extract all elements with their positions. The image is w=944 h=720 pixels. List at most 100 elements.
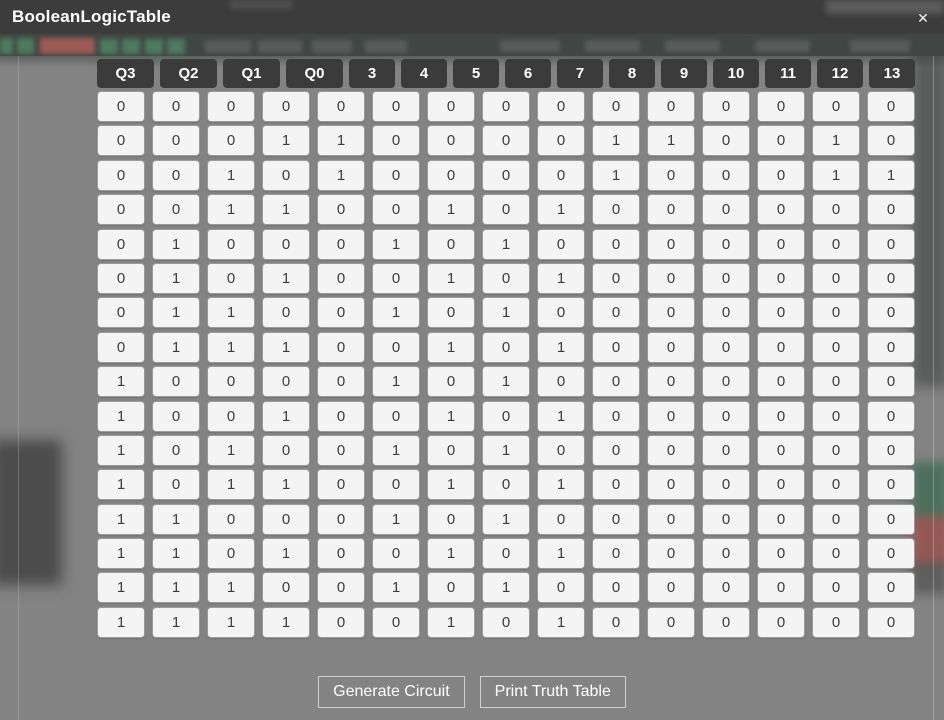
table-cell-r9-12[interactable]: 0 (812, 400, 860, 432)
table-cell-r7-7[interactable]: 1 (537, 331, 585, 363)
table-cell-r0-Q0[interactable]: 0 (262, 91, 310, 122)
table-cell-r4-3[interactable]: 0 (317, 228, 365, 260)
table-cell-r1-5[interactable]: 0 (427, 125, 475, 157)
table-cell-r12-13[interactable]: 0 (867, 503, 915, 535)
table-cell-r6-12[interactable]: 0 (812, 297, 860, 329)
table-cell-r0-7[interactable]: 0 (537, 91, 585, 122)
table-cell-r12-5[interactable]: 0 (427, 503, 475, 535)
table-cell-r13-10[interactable]: 0 (702, 538, 750, 570)
table-cell-r0-12[interactable]: 0 (812, 91, 860, 122)
table-cell-r14-Q2[interactable]: 1 (152, 572, 200, 604)
table-cell-r8-11[interactable]: 0 (757, 366, 805, 398)
table-cell-r5-7[interactable]: 1 (537, 262, 585, 294)
table-cell-r13-4[interactable]: 0 (372, 538, 420, 570)
table-cell-r6-6[interactable]: 1 (482, 297, 530, 329)
table-cell-r15-9[interactable]: 0 (647, 606, 695, 638)
table-cell-r4-10[interactable]: 0 (702, 228, 750, 260)
table-cell-r13-5[interactable]: 1 (427, 538, 475, 570)
table-cell-r0-8[interactable]: 0 (592, 91, 640, 122)
table-cell-r7-Q3[interactable]: 0 (97, 331, 145, 363)
table-cell-r5-10[interactable]: 0 (702, 262, 750, 294)
table-cell-r0-13[interactable]: 0 (867, 91, 915, 122)
table-cell-r2-5[interactable]: 0 (427, 159, 475, 191)
table-cell-r1-6[interactable]: 0 (482, 125, 530, 157)
table-cell-r0-3[interactable]: 0 (317, 91, 365, 122)
table-cell-r2-3[interactable]: 1 (317, 159, 365, 191)
table-cell-r7-10[interactable]: 0 (702, 331, 750, 363)
table-cell-r2-11[interactable]: 0 (757, 159, 805, 191)
table-cell-r15-3[interactable]: 0 (317, 606, 365, 638)
table-cell-r12-Q1[interactable]: 0 (207, 503, 255, 535)
table-cell-r15-8[interactable]: 0 (592, 606, 640, 638)
table-cell-r1-3[interactable]: 1 (317, 125, 365, 157)
table-cell-r13-3[interactable]: 0 (317, 538, 365, 570)
table-cell-r0-6[interactable]: 0 (482, 91, 530, 122)
table-cell-r5-Q3[interactable]: 0 (97, 262, 145, 294)
table-cell-r13-Q2[interactable]: 1 (152, 538, 200, 570)
table-cell-r11-13[interactable]: 0 (867, 469, 915, 501)
table-cell-r11-11[interactable]: 0 (757, 469, 805, 501)
table-cell-r6-13[interactable]: 0 (867, 297, 915, 329)
table-cell-r7-9[interactable]: 0 (647, 331, 695, 363)
table-cell-r15-10[interactable]: 0 (702, 606, 750, 638)
table-cell-r12-3[interactable]: 0 (317, 503, 365, 535)
table-cell-r6-10[interactable]: 0 (702, 297, 750, 329)
table-cell-r11-10[interactable]: 0 (702, 469, 750, 501)
table-cell-r8-Q0[interactable]: 0 (262, 366, 310, 398)
table-cell-r12-12[interactable]: 0 (812, 503, 860, 535)
table-cell-r13-8[interactable]: 0 (592, 538, 640, 570)
table-cell-r9-4[interactable]: 0 (372, 400, 420, 432)
table-cell-r3-9[interactable]: 0 (647, 194, 695, 226)
table-cell-r3-8[interactable]: 0 (592, 194, 640, 226)
table-cell-r10-13[interactable]: 0 (867, 434, 915, 466)
table-cell-r7-8[interactable]: 0 (592, 331, 640, 363)
table-cell-r8-Q3[interactable]: 1 (97, 366, 145, 398)
table-cell-r0-Q1[interactable]: 0 (207, 91, 255, 122)
table-cell-r8-6[interactable]: 1 (482, 366, 530, 398)
table-cell-r14-7[interactable]: 0 (537, 572, 585, 604)
table-cell-r10-11[interactable]: 0 (757, 434, 805, 466)
table-cell-r8-5[interactable]: 0 (427, 366, 475, 398)
table-cell-r14-Q0[interactable]: 0 (262, 572, 310, 604)
table-cell-r11-8[interactable]: 0 (592, 469, 640, 501)
table-cell-r10-7[interactable]: 0 (537, 434, 585, 466)
table-cell-r13-7[interactable]: 1 (537, 538, 585, 570)
table-cell-r5-6[interactable]: 0 (482, 262, 530, 294)
table-cell-r1-8[interactable]: 1 (592, 125, 640, 157)
table-cell-r11-6[interactable]: 0 (482, 469, 530, 501)
table-cell-r12-8[interactable]: 0 (592, 503, 640, 535)
table-cell-r0-10[interactable]: 0 (702, 91, 750, 122)
table-cell-r1-Q0[interactable]: 1 (262, 125, 310, 157)
table-cell-r3-Q1[interactable]: 1 (207, 194, 255, 226)
table-cell-r13-11[interactable]: 0 (757, 538, 805, 570)
table-cell-r14-9[interactable]: 0 (647, 572, 695, 604)
table-cell-r12-Q2[interactable]: 1 (152, 503, 200, 535)
table-cell-r7-Q2[interactable]: 1 (152, 331, 200, 363)
table-cell-r4-Q1[interactable]: 0 (207, 228, 255, 260)
table-cell-r10-3[interactable]: 0 (317, 434, 365, 466)
table-cell-r11-4[interactable]: 0 (372, 469, 420, 501)
table-cell-r11-Q0[interactable]: 1 (262, 469, 310, 501)
table-cell-r5-12[interactable]: 0 (812, 262, 860, 294)
table-cell-r8-3[interactable]: 0 (317, 366, 365, 398)
table-cell-r2-4[interactable]: 0 (372, 159, 420, 191)
table-cell-r4-7[interactable]: 0 (537, 228, 585, 260)
table-cell-r14-6[interactable]: 1 (482, 572, 530, 604)
table-cell-r4-5[interactable]: 0 (427, 228, 475, 260)
table-cell-r9-9[interactable]: 0 (647, 400, 695, 432)
table-cell-r6-4[interactable]: 1 (372, 297, 420, 329)
table-cell-r7-13[interactable]: 0 (867, 331, 915, 363)
table-cell-r9-8[interactable]: 0 (592, 400, 640, 432)
table-cell-r1-9[interactable]: 1 (647, 125, 695, 157)
table-cell-r14-13[interactable]: 0 (867, 572, 915, 604)
table-cell-r12-7[interactable]: 0 (537, 503, 585, 535)
table-cell-r3-5[interactable]: 1 (427, 194, 475, 226)
table-cell-r8-4[interactable]: 1 (372, 366, 420, 398)
table-cell-r13-Q1[interactable]: 0 (207, 538, 255, 570)
table-cell-r9-3[interactable]: 0 (317, 400, 365, 432)
table-cell-r11-12[interactable]: 0 (812, 469, 860, 501)
table-cell-r4-11[interactable]: 0 (757, 228, 805, 260)
table-cell-r3-13[interactable]: 0 (867, 194, 915, 226)
table-cell-r12-10[interactable]: 0 (702, 503, 750, 535)
table-cell-r14-4[interactable]: 1 (372, 572, 420, 604)
